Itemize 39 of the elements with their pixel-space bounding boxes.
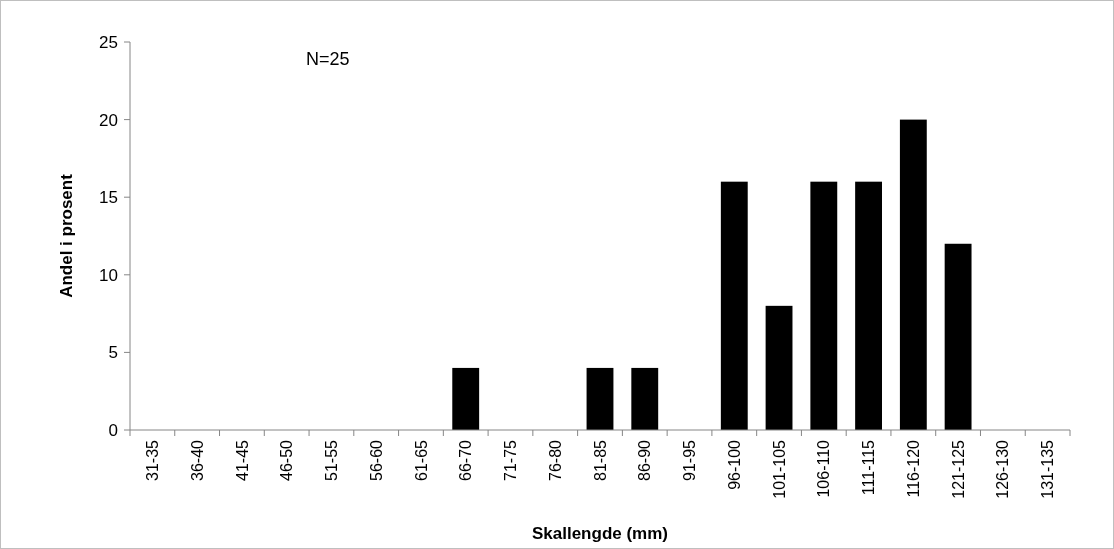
y-tick-label: 10: [99, 265, 118, 285]
x-tick-label: 76-80: [546, 439, 564, 481]
x-tick-label: 61-65: [412, 439, 430, 481]
x-tick-label: 91-95: [681, 439, 699, 481]
bar: [765, 305, 793, 430]
y-tick-label: 5: [108, 343, 118, 363]
y-tick-label: 15: [99, 188, 118, 208]
bar: [586, 367, 614, 430]
x-tick-label: 71-75: [502, 439, 520, 481]
x-tick-label: 81-85: [591, 439, 609, 481]
y-tick-label: 20: [99, 110, 118, 130]
bar: [944, 243, 972, 430]
x-tick-label: 96-100: [725, 439, 743, 490]
x-tick-label: 56-60: [367, 439, 385, 481]
y-axis-title: Andel i prosent: [57, 173, 76, 298]
x-tick-label: 131-135: [1039, 439, 1057, 499]
bar: [810, 181, 838, 430]
x-tick-label: 41-45: [233, 439, 251, 481]
bar: [452, 367, 480, 430]
bar: [899, 119, 927, 430]
x-tick-label: 101-105: [770, 439, 788, 499]
x-tick-label: 31-35: [143, 439, 161, 481]
x-tick-label: 111-115: [860, 439, 878, 496]
y-tick-label: 0: [108, 420, 118, 440]
x-tick-label: 126-130: [994, 439, 1012, 499]
x-tick-label: 51-55: [323, 439, 341, 481]
y-tick-label: 25: [99, 32, 118, 52]
x-tick-label: 36-40: [188, 439, 206, 481]
x-axis-title: Skallengde (mm): [531, 524, 669, 543]
x-tick-label: 106-110: [815, 439, 833, 498]
x-tick-label: 116-120: [904, 439, 922, 498]
x-tick-label: 66-70: [457, 439, 475, 481]
x-tick-label: 46-50: [278, 439, 296, 481]
bar: [631, 367, 659, 430]
bar: [855, 181, 882, 430]
bar: [720, 181, 748, 430]
x-tick-label: 86-90: [636, 439, 654, 481]
x-tick-label: 121-125: [949, 439, 967, 499]
annotation: N=25: [306, 49, 350, 69]
